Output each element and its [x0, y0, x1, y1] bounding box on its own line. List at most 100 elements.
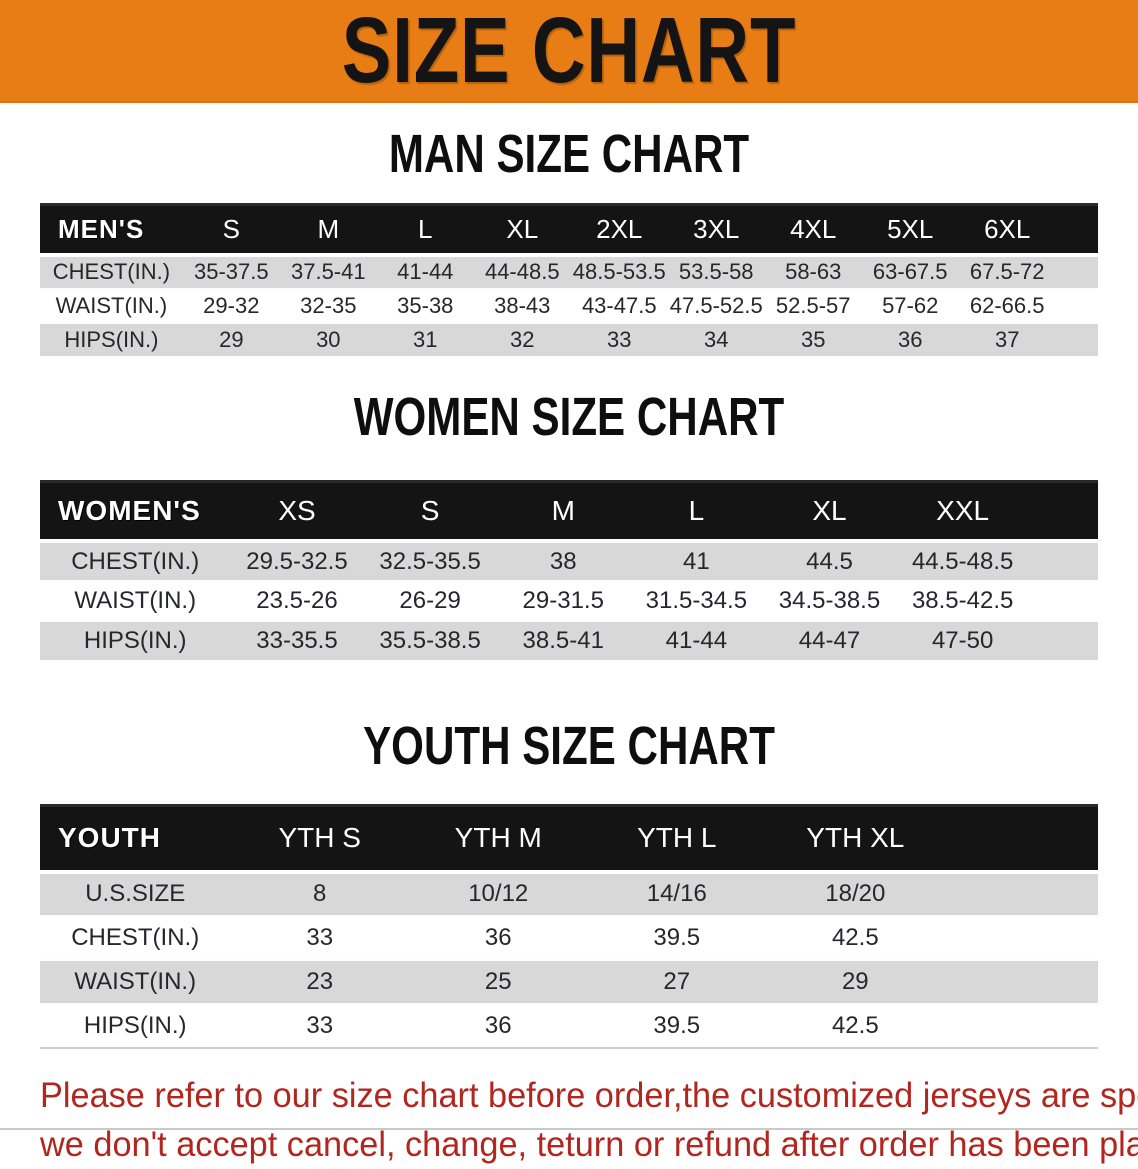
size-value: 33-35.5 [230, 620, 364, 662]
order-policy-line-2: we don't accept cancel, change, teturn o… [40, 1124, 1138, 1164]
size-value: 14/16 [587, 870, 767, 917]
table-header-label: WOMEN'S [40, 479, 231, 543]
table-header-label: YOUTH [40, 804, 231, 874]
measurement-row: U.S.SIZE 8 10/12 14/16 18/20 [40, 870, 1098, 917]
mens-size-table-wrap: MEN'S S M L XL 2XL 3XL 4XL 5XL 6XL CHEST(IN.) 35-37… [40, 203, 1098, 358]
size-column-header: 2XL [570, 203, 668, 257]
measurement-row: WAIST(IN.) 29-32 32-35 35-38 38-43 43-47.5 47.… [40, 288, 1098, 323]
filler-cell [1055, 203, 1098, 257]
measurement-row: CHEST(IN.) 35-37.5 37.5-41 41-44 44-48.5 48.5… [40, 253, 1098, 290]
size-value: 58-63 [764, 253, 862, 290]
size-value: 39.5 [587, 1003, 767, 1048]
table-header-row: MEN'S S M L XL 2XL 3XL 4XL 5XL 6XL [40, 203, 1098, 257]
row-label: WAIST(IN.) [40, 288, 183, 323]
size-value: 44-48.5 [473, 253, 571, 290]
size-value: 8 [230, 870, 409, 917]
size-value: 39.5 [587, 915, 767, 960]
size-value: 57-62 [861, 288, 959, 323]
filler-cell [944, 958, 1098, 1005]
size-chart-banner: SIZE CHART [0, 0, 1138, 103]
size-value: 29 [182, 321, 280, 358]
size-value: 35-38 [376, 288, 474, 323]
measurement-row: CHEST(IN.) 33 36 39.5 42.5 [40, 915, 1098, 960]
size-column-header: XL [762, 479, 897, 543]
size-value: 10/12 [408, 870, 588, 917]
banner-title: SIZE CHART [341, 0, 797, 102]
size-value: 38 [496, 540, 630, 582]
size-column-header: L [376, 203, 474, 257]
size-value: 41 [629, 540, 763, 582]
filler-cell [944, 870, 1098, 917]
filler-cell [1029, 620, 1098, 662]
filler-cell [1029, 581, 1098, 621]
size-value: 23.5-26 [230, 581, 364, 621]
size-column-header: 4XL [764, 203, 862, 257]
size-value: 43-47.5 [570, 288, 668, 323]
size-column-header: L [629, 479, 763, 543]
row-label: CHEST(IN.) [40, 253, 183, 290]
size-value: 29-32 [182, 288, 280, 323]
womens-section-title: WOMEN SIZE CHART [353, 386, 785, 447]
size-column-header: 6XL [958, 203, 1056, 257]
youth-section-title: YOUTH SIZE CHART [363, 716, 775, 776]
size-column-header: 5XL [861, 203, 959, 257]
size-value: 48.5-53.5 [570, 253, 668, 290]
size-column-header: 3XL [667, 203, 765, 257]
youth-size-table: YOUTH YTH S YTH M YTH L YTH XL U.S.SIZE 8 10/12… [40, 804, 1098, 1049]
size-value: 27 [587, 958, 767, 1005]
order-policy-note: Please refer to our size chart before or… [40, 1071, 1138, 1169]
size-value: 33 [230, 915, 409, 960]
table-header-label: MEN'S [40, 203, 183, 257]
size-value: 31.5-34.5 [629, 581, 763, 621]
size-value: 29 [766, 958, 945, 1005]
filler-cell [1029, 479, 1098, 543]
measurement-row: HIPS(IN.) 33 36 39.5 42.5 [40, 1003, 1098, 1048]
size-column-header: YTH L [587, 804, 767, 874]
size-value: 23 [230, 958, 409, 1005]
size-value: 62-66.5 [958, 288, 1056, 323]
size-value: 29.5-32.5 [230, 540, 364, 582]
size-value: 38-43 [473, 288, 571, 323]
size-value: 42.5 [766, 1003, 945, 1048]
size-value: 42.5 [766, 915, 945, 960]
size-value: 37 [958, 321, 1056, 358]
filler-cell [944, 1003, 1098, 1048]
size-value: 33 [570, 321, 668, 358]
size-value: 32-35 [279, 288, 377, 323]
measurement-row: CHEST(IN.) 29.5-32.5 32.5-35.5 38 41 44.5 44.5… [40, 540, 1098, 582]
size-value: 34 [667, 321, 765, 358]
size-column-header: YTH M [408, 804, 588, 874]
size-column-header: YTH XL [766, 804, 945, 874]
size-value: 29-31.5 [496, 581, 630, 621]
row-label: WAIST(IN.) [40, 581, 231, 621]
size-value: 32 [473, 321, 571, 358]
size-value: 36 [408, 1003, 588, 1048]
size-value: 35 [764, 321, 862, 358]
filler-cell [1055, 288, 1098, 323]
measurement-row: WAIST(IN.) 23.5-26 26-29 29-31.5 31.5-34.5 34… [40, 581, 1098, 621]
mens-size-table: MEN'S S M L XL 2XL 3XL 4XL 5XL 6XL CHEST(IN.) 35-37… [40, 203, 1098, 358]
measurement-row: HIPS(IN.) 29 30 31 32 33 34 35 36 37 [40, 321, 1098, 358]
size-column-header: XS [230, 479, 364, 543]
size-column-header: S [363, 479, 497, 543]
size-value: 35-37.5 [182, 253, 280, 290]
bottom-divider [0, 1128, 1138, 1130]
size-value: 44-47 [762, 620, 897, 662]
size-column-header: S [182, 203, 280, 257]
womens-size-table: WOMEN'S XS S M L XL XXL CHEST(IN.) 29.5-32.5 32.5… [40, 479, 1098, 662]
size-value: 34.5-38.5 [762, 581, 897, 621]
size-column-header: XL [473, 203, 571, 257]
size-value: 67.5-72 [958, 253, 1056, 290]
size-value: 25 [408, 958, 588, 1005]
filler-cell [1055, 253, 1098, 290]
size-value: 52.5-57 [764, 288, 862, 323]
table-header-row: YOUTH YTH S YTH M YTH L YTH XL [40, 804, 1098, 874]
size-value: 33 [230, 1003, 409, 1048]
row-label: CHEST(IN.) [40, 540, 231, 582]
size-value: 36 [861, 321, 959, 358]
size-value: 36 [408, 915, 588, 960]
size-value: 41-44 [629, 620, 763, 662]
filler-cell [1029, 540, 1098, 582]
size-value: 35.5-38.5 [363, 620, 497, 662]
filler-cell [944, 915, 1098, 960]
